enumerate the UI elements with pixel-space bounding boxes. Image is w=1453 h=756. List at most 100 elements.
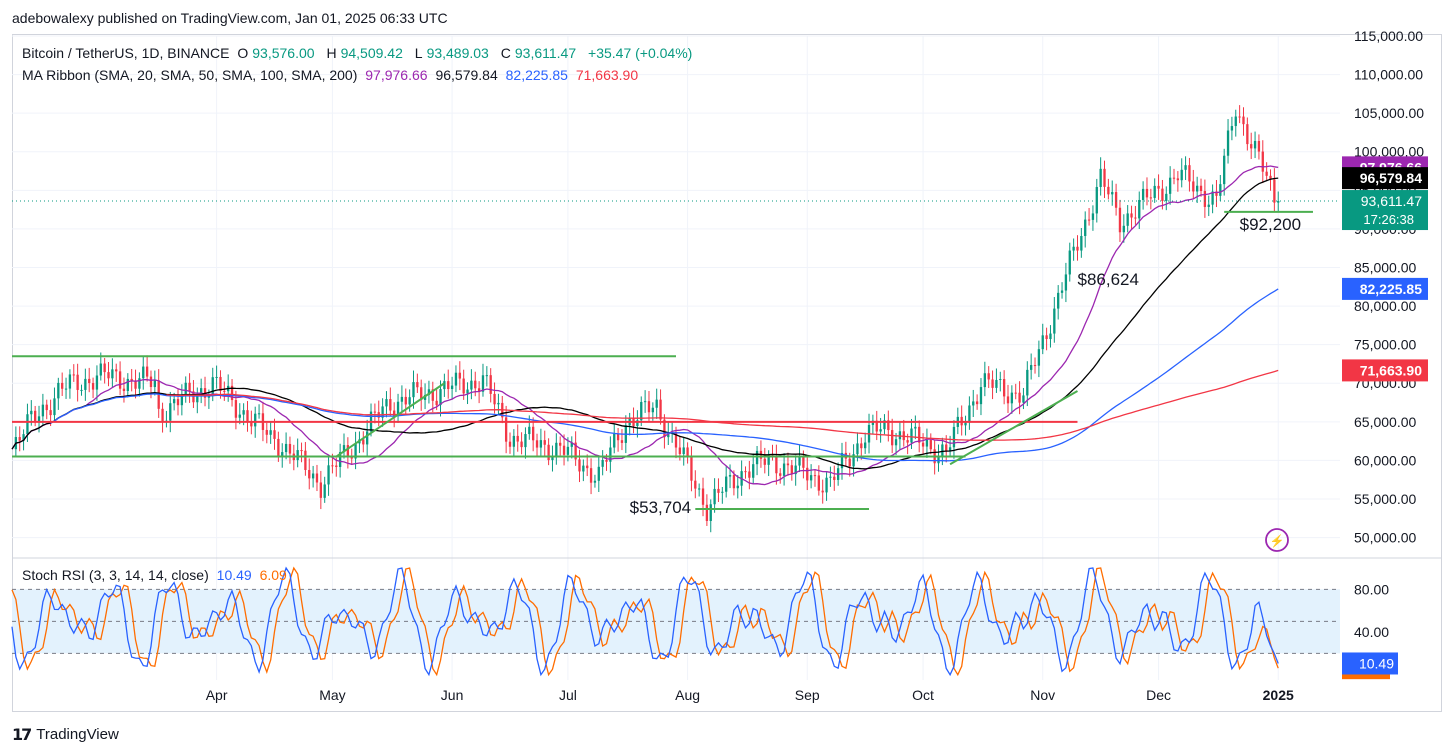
rsi-k-tag-bg: [1342, 652, 1398, 675]
ma200-legend-value: 71,663.90: [575, 67, 639, 83]
candle-body: [979, 387, 983, 405]
candle-body: [497, 402, 500, 405]
candle-body: [68, 374, 72, 389]
candle-body: [153, 380, 156, 388]
time-axis-tick: Aug: [675, 687, 700, 703]
price-axis-tick: 75,000.00: [1354, 337, 1416, 353]
candle-body: [311, 473, 315, 479]
candle-body: [219, 376, 222, 391]
candle-body: [948, 447, 952, 452]
candle-body: [30, 410, 33, 415]
candle-body: [813, 475, 817, 477]
candle-body: [215, 376, 218, 378]
candle-body: [520, 441, 523, 448]
price-axis-tick: 50,000.00: [1354, 530, 1416, 546]
candle-body: [1060, 290, 1064, 293]
candle-body: [1242, 116, 1245, 125]
rsi-k-legend-value: 10.49: [216, 567, 252, 583]
candle-body: [898, 431, 902, 440]
last-price-axis-tag: 93,611.47: [1361, 193, 1422, 209]
candle-body: [613, 433, 616, 448]
candle-body: [1269, 175, 1272, 180]
change-value: +35.47 (+0.04%): [588, 45, 693, 61]
candle-body: [1253, 140, 1257, 149]
candle-body: [57, 382, 60, 399]
candle-body: [207, 396, 211, 398]
close-value: C 93,611.47: [500, 45, 577, 61]
candle-body: [879, 429, 882, 432]
candle-body: [535, 440, 539, 448]
candle-body: [586, 465, 589, 469]
candle-body: [655, 399, 658, 408]
candle-body: [331, 465, 334, 467]
candle-body: [1006, 396, 1010, 404]
candle-body: [323, 484, 326, 498]
candle-body: [1130, 213, 1133, 218]
candle-body: [61, 382, 64, 389]
countdown-label: 17:26:38: [1363, 212, 1414, 227]
candle-body: [485, 375, 488, 377]
candle-body: [447, 381, 450, 390]
candle-body: [1161, 188, 1164, 201]
candle-body: [1168, 177, 1172, 194]
candle-body: [1010, 392, 1014, 404]
candle-body: [941, 444, 944, 456]
candle-body: [574, 442, 577, 460]
candle-body: [80, 389, 83, 391]
candle-body: [1257, 140, 1261, 152]
time-axis-tick: Dec: [1146, 687, 1171, 703]
candle-body: [833, 476, 836, 480]
candle-body: [559, 442, 562, 446]
candle-body: [1273, 179, 1276, 203]
candle-body: [1111, 192, 1114, 195]
candle-body: [273, 430, 276, 439]
candle-body: [620, 440, 624, 443]
candle-body: [454, 372, 458, 386]
symbol-name[interactable]: Bitcoin / TetherUS, 1D, BINANCE: [22, 45, 230, 61]
candle-body: [466, 389, 469, 394]
candle-body: [99, 363, 102, 376]
candle-body: [288, 443, 292, 454]
candle-body: [779, 473, 782, 476]
candle-body: [169, 403, 172, 421]
candle-body: [1207, 204, 1210, 207]
candle-body: [528, 426, 531, 435]
candle-body: [582, 465, 585, 472]
ma200-axis-tag: 71,663.90: [1360, 362, 1422, 378]
candle-body: [126, 378, 129, 391]
time-axis-tick: Jul: [559, 687, 577, 703]
candle-body: [991, 379, 994, 388]
candle-body: [381, 406, 384, 418]
candle-body: [431, 389, 434, 401]
candle-body: [1145, 188, 1149, 198]
ma-ribbon-title[interactable]: MA Ribbon (SMA, 20, SMA, 50, SMA, 100, S…: [22, 67, 358, 83]
candle-body: [72, 374, 75, 376]
candle-body: [342, 445, 346, 453]
candle-body: [1238, 116, 1241, 118]
candle-body: [393, 410, 396, 416]
candle-body: [717, 488, 720, 493]
candle-body: [257, 413, 261, 415]
candle-body: [142, 366, 145, 379]
stoch-rsi-title[interactable]: Stoch RSI (3, 3, 14, 14, close): [22, 567, 209, 583]
candle-body: [543, 440, 546, 445]
tradingview-logo-icon: 17: [12, 725, 32, 744]
candle-body: [1045, 335, 1048, 340]
candle-body: [1165, 193, 1168, 201]
tradingview-brand[interactable]: 17 TradingView: [12, 725, 119, 744]
candle-body: [315, 473, 319, 483]
candle-body: [1184, 165, 1187, 170]
candle-body: [987, 373, 990, 380]
candle-body: [809, 475, 813, 481]
candle-body: [1234, 116, 1237, 127]
rsi-k-line: [11, 566, 1279, 677]
candle-body: [115, 369, 118, 372]
candle-body: [551, 456, 554, 461]
candle-body: [972, 401, 975, 406]
candle-body: [852, 454, 855, 467]
candle-body: [636, 420, 639, 426]
price-axis-tick: 80,000.00: [1354, 298, 1416, 314]
symbol-legend: Bitcoin / TetherUS, 1D, BINANCE O 93,576.…: [22, 45, 696, 61]
time-axis-tick: Jun: [441, 687, 464, 703]
